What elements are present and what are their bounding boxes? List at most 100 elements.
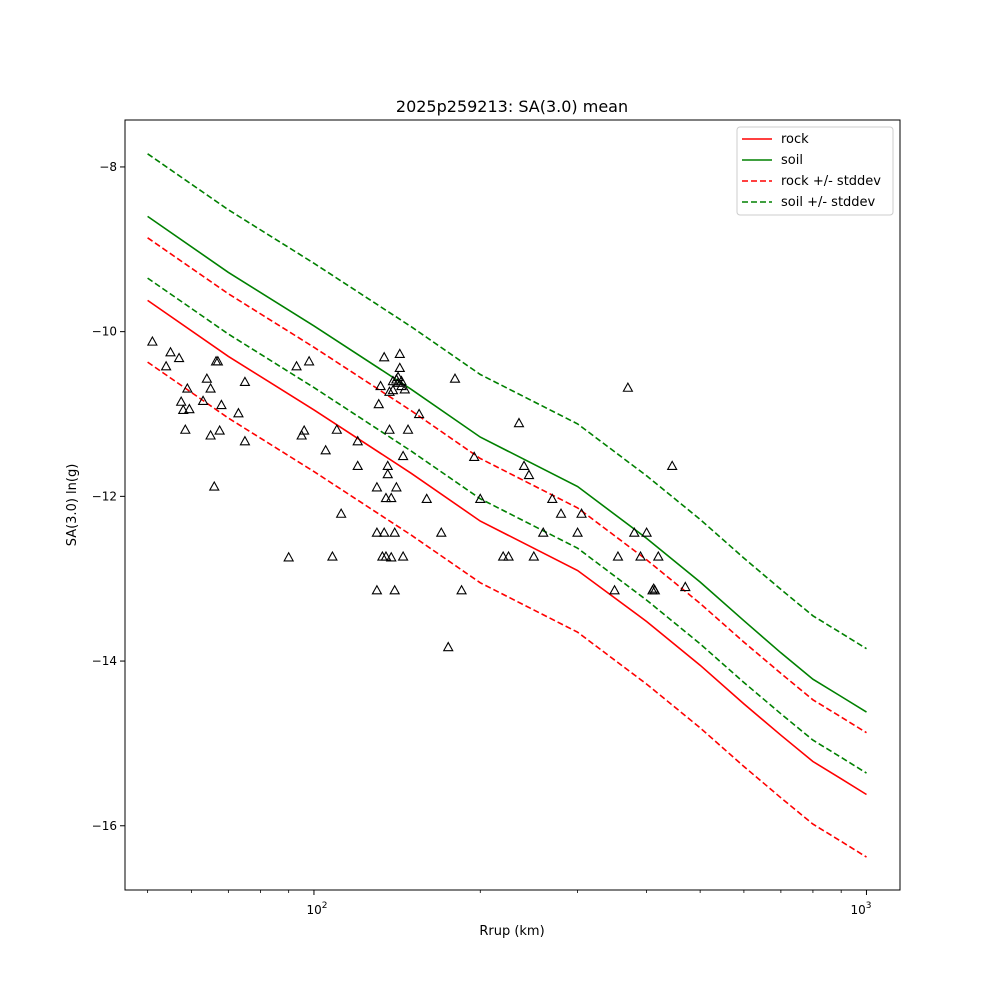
- data-point: [215, 399, 227, 410]
- y-tick-label: −14: [92, 654, 117, 668]
- data-point: [392, 371, 404, 382]
- data-point: [649, 584, 661, 595]
- data-point: [326, 550, 338, 561]
- y-tick-label: −16: [92, 819, 117, 833]
- data-point: [396, 380, 407, 391]
- data-point: [397, 450, 409, 461]
- data-point: [390, 481, 402, 492]
- data-point: [572, 526, 584, 537]
- data-point: [555, 508, 567, 518]
- data-point: [385, 551, 397, 562]
- data-point: [303, 355, 315, 366]
- x-axis-label: Rrup (km): [479, 924, 544, 939]
- data-point: [389, 526, 401, 537]
- data-point: [375, 380, 387, 391]
- data-point: [335, 508, 347, 518]
- data-point: [371, 481, 383, 492]
- data-point: [201, 372, 213, 383]
- data-point: [528, 550, 540, 561]
- data-point: [435, 526, 447, 537]
- data-point: [513, 417, 525, 428]
- data-point: [233, 407, 244, 418]
- data-point: [382, 460, 394, 471]
- data-point: [518, 460, 530, 471]
- y-axis: −8 −10 −12 −14 −16: [92, 160, 125, 833]
- y-axis-label: SA(3.0) ln(g): [65, 464, 80, 547]
- data-point: [396, 375, 407, 386]
- curve-rock-minus: [147, 361, 867, 858]
- data-point: [371, 526, 383, 537]
- data-point: [177, 404, 189, 415]
- data-point: [197, 395, 209, 405]
- data-point: [331, 424, 343, 434]
- data-point: [179, 424, 191, 434]
- data-point: [173, 352, 185, 363]
- data-point: [576, 508, 587, 518]
- data-point: [449, 372, 461, 383]
- data-point: [239, 376, 251, 387]
- data-point: [468, 451, 480, 461]
- data-point: [666, 460, 678, 471]
- data-point: [503, 550, 514, 561]
- data-point: [298, 424, 310, 435]
- data-point: [612, 550, 624, 561]
- data-point: [546, 493, 558, 503]
- data-point: [378, 351, 390, 362]
- data-point: [628, 526, 640, 537]
- data-point: [402, 424, 414, 434]
- data-point: [394, 362, 406, 373]
- data-point: [413, 408, 425, 419]
- data-point: [394, 348, 406, 359]
- data-point: [320, 444, 332, 455]
- data-point: [183, 403, 195, 414]
- x-axis: 102 103: [147, 890, 872, 917]
- y-tick-label: −8: [99, 160, 117, 174]
- plot-frame: [124, 119, 901, 891]
- data-point: [382, 468, 394, 479]
- data-point: [239, 435, 251, 446]
- data-point: [291, 360, 302, 371]
- data-point: [181, 382, 193, 393]
- data-point: [205, 429, 217, 440]
- data-point: [474, 493, 486, 503]
- data-point: [442, 641, 454, 652]
- data-point: [371, 584, 383, 595]
- data-point: [397, 550, 409, 561]
- legend: rock soil rock +/- stddev soil +/- stddev: [736, 126, 894, 216]
- data-point: [609, 584, 620, 595]
- chart-title: 2025p259213: SA(3.0) mean: [396, 97, 628, 116]
- data-point: [146, 335, 158, 346]
- data-point: [352, 435, 364, 446]
- data-point: [175, 396, 187, 406]
- data-point: [384, 424, 395, 434]
- curve-rock: [147, 299, 867, 796]
- data-point: [456, 584, 468, 595]
- data-point: [165, 346, 176, 357]
- curves-layer: [147, 153, 867, 858]
- data-point: [392, 377, 404, 387]
- data-point: [523, 469, 535, 480]
- data-point: [497, 550, 509, 561]
- data-point: [380, 492, 392, 503]
- data-point: [160, 360, 172, 371]
- legend-box: [736, 126, 894, 216]
- y-tick-label: −10: [92, 325, 117, 339]
- data-point: [380, 550, 392, 561]
- curve-soil: [147, 215, 867, 713]
- data-point: [373, 398, 385, 409]
- curve-soil-minus: [147, 277, 867, 774]
- data-point: [399, 383, 411, 394]
- data-point: [622, 382, 634, 392]
- legend-label: soil: [781, 153, 803, 168]
- data-point: [384, 386, 395, 396]
- legend-label: soil +/- stddev: [781, 195, 876, 210]
- x-tick-label-1000: 103: [850, 901, 871, 917]
- curve-rock-plus: [147, 237, 867, 734]
- data-point: [652, 550, 664, 561]
- data-point: [679, 581, 691, 592]
- data-point: [205, 382, 217, 393]
- points-layer: [146, 335, 691, 652]
- data-point: [387, 384, 399, 395]
- data-point: [214, 424, 226, 435]
